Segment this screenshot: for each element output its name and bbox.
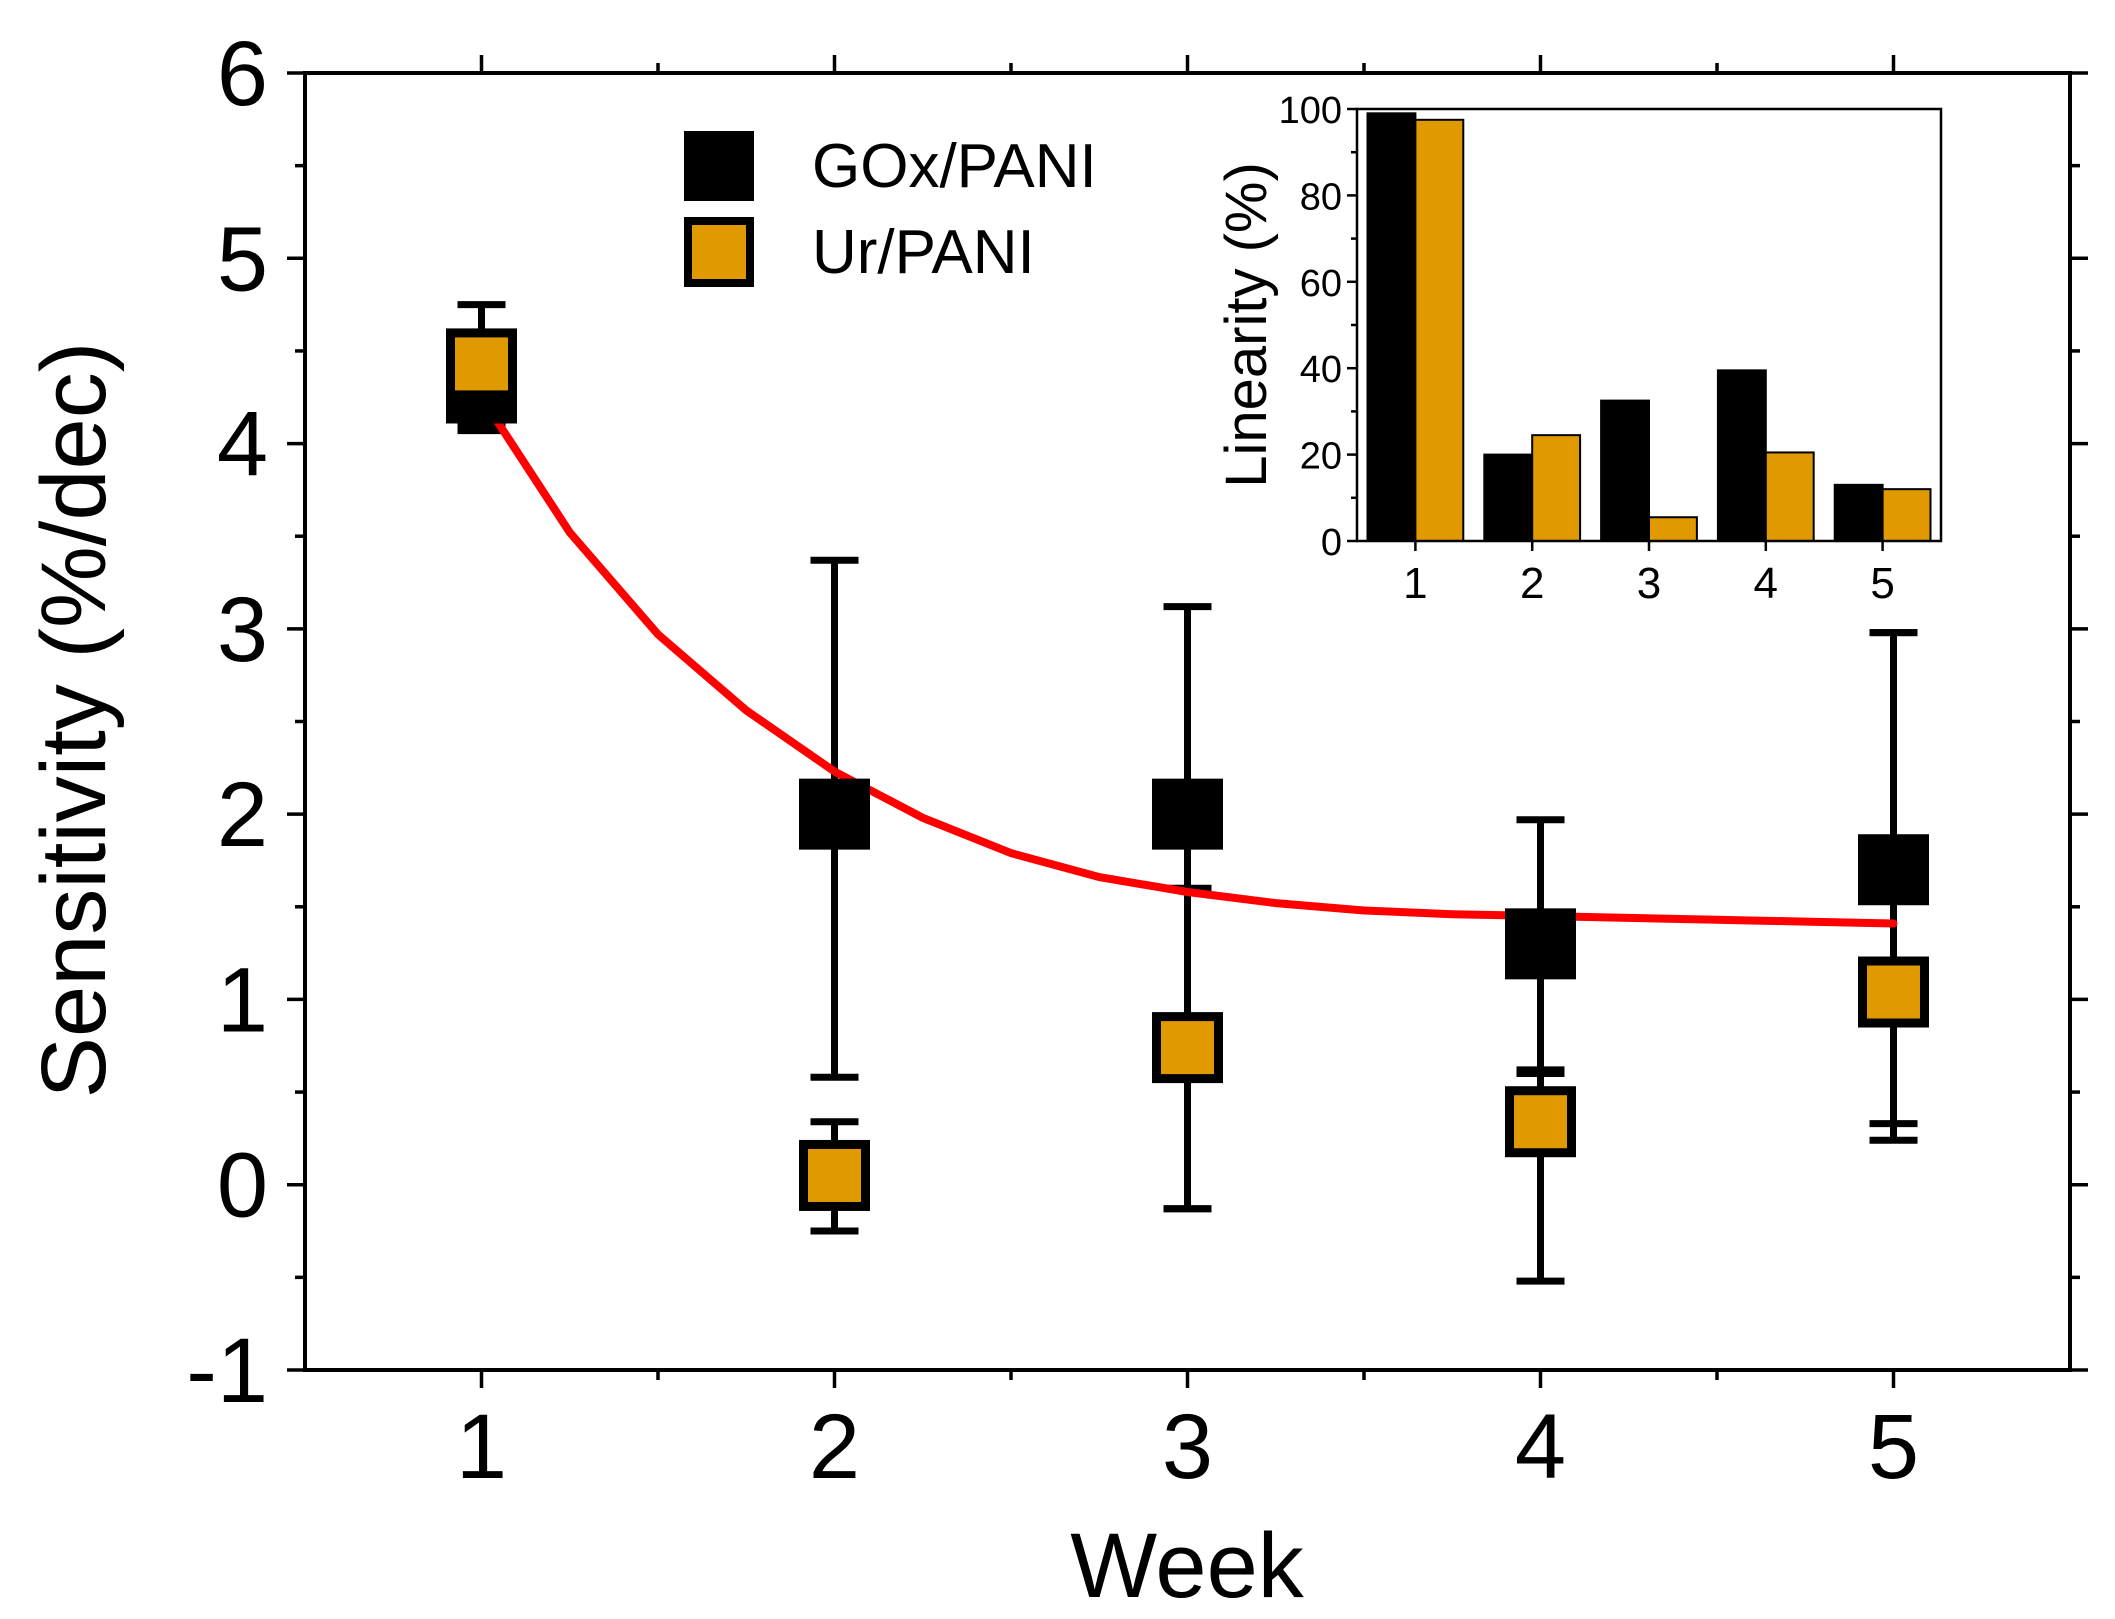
y-tick-label: 0 (217, 1135, 268, 1237)
inset-bar-ur (1414, 118, 1465, 543)
inset-x-tick-label: 2 (1520, 559, 1544, 608)
marker-gox (1505, 908, 1576, 980)
inset-y-tick-label: 0 (1321, 522, 1342, 564)
x-tick-label: 4 (1515, 1396, 1566, 1498)
inset-bar-gox (1600, 399, 1651, 542)
x-tick-label: 3 (1162, 1396, 1213, 1498)
y-tick-label: -1 (186, 1320, 268, 1422)
inset-bar-gox (1833, 483, 1884, 542)
marker-ur (799, 1139, 870, 1211)
x-tick-label: 1 (456, 1396, 507, 1498)
marker-ur (1152, 1012, 1223, 1084)
inset-bar-gox (1483, 453, 1534, 543)
inset-bar-gox (1366, 112, 1417, 542)
y-tick-label: 6 (217, 23, 268, 125)
y-tick-label: 1 (217, 949, 268, 1051)
y-tick-label: 4 (217, 394, 268, 496)
main-markers (446, 328, 1929, 1211)
inset-y-tick-label: 20 (1300, 436, 1342, 478)
x-tick-label: 5 (1868, 1396, 1919, 1498)
x-tick-label: 2 (809, 1396, 860, 1498)
inset-y-tick-label: 80 (1300, 176, 1342, 218)
marker-ur (446, 328, 517, 400)
marker-gox (799, 778, 870, 850)
inset-y-tick-label: 60 (1300, 263, 1342, 305)
fit-curve-line (477, 393, 1898, 928)
y-axis-label: Sensitivity (%/dec) (23, 342, 125, 1099)
y-tick-label: 2 (217, 764, 268, 866)
inset-bar-ur (1764, 451, 1815, 542)
main-axis-ticks (287, 55, 2088, 1388)
inset-x-tick-label: 3 (1637, 559, 1661, 608)
inset-tick-labels: 1 2 3 4 5 0 20 40 60 80 100 (1279, 90, 1895, 608)
inset-bar-ur (1531, 434, 1582, 542)
marker-gox (1152, 778, 1223, 850)
inset-bars (1366, 112, 1932, 543)
inset-bar-ur (1881, 488, 1932, 543)
legend-marker-gox (684, 131, 754, 201)
x-axis-label: Week (1070, 1515, 1305, 1617)
legend: GOx/PANI Ur/PANI (684, 131, 1097, 287)
y-tick-label: 5 (217, 208, 268, 310)
inset-y-axis-label: Linearity (%) (1214, 162, 1279, 488)
marker-gox (1858, 834, 1929, 906)
legend-label-gox: GOx/PANI (812, 132, 1097, 201)
legend-label-ur: Ur/PANI (812, 218, 1035, 287)
inset-x-tick-label: 5 (1870, 559, 1894, 608)
inset-axis-ticks (1347, 107, 1884, 551)
inset-bar-chart: 1 2 3 4 5 0 20 40 60 80 100 Linearity (%) (1214, 90, 1943, 608)
inset-bar-gox (1716, 369, 1767, 542)
main-tick-labels: 1 2 3 4 5 -1 0 1 2 3 4 5 6 (186, 23, 1919, 1498)
inset-bar-ur (1648, 516, 1698, 542)
inset-y-tick-label: 100 (1279, 90, 1342, 132)
inset-x-tick-label: 4 (1754, 559, 1778, 608)
marker-ur (1505, 1086, 1576, 1158)
marker-ur (1858, 956, 1929, 1028)
y-tick-label: 3 (217, 579, 268, 681)
inset-y-tick-label: 40 (1300, 349, 1342, 391)
inset-x-tick-label: 1 (1403, 559, 1427, 608)
legend-marker-ur (684, 217, 754, 287)
